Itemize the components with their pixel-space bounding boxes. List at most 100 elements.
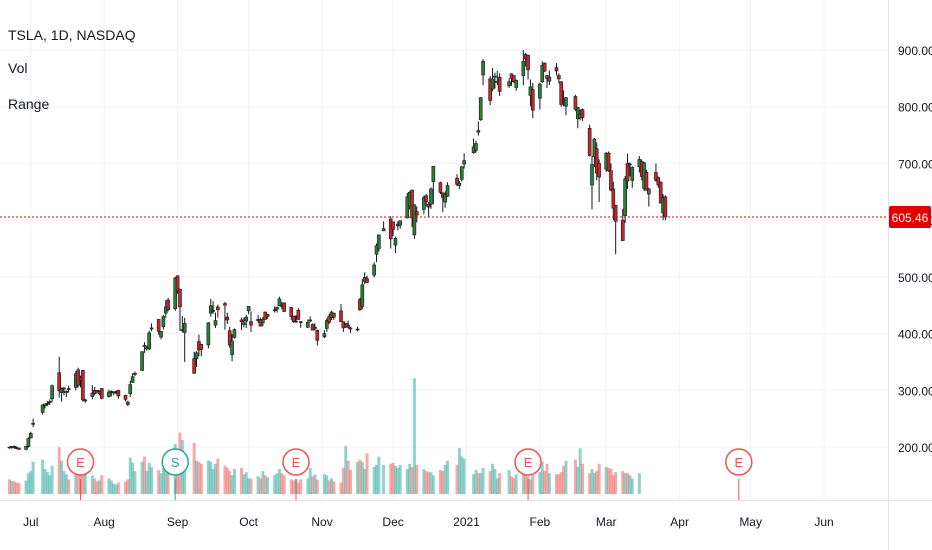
- volume-bar: [427, 472, 431, 494]
- candle: [478, 97, 483, 121]
- candle-body: [644, 172, 649, 191]
- price-tick-label: 900.00: [898, 44, 932, 58]
- candle-body: [606, 152, 611, 172]
- candle-body: [457, 182, 462, 186]
- event-marker-circle[interactable]: [66, 448, 95, 476]
- candle-body: [182, 323, 187, 333]
- event-marker[interactable]: E: [282, 448, 310, 500]
- volume-bar: [564, 460, 568, 494]
- candle: [547, 70, 552, 86]
- candle-body: [175, 275, 180, 292]
- volume-bar: [604, 466, 608, 494]
- volume-bar: [424, 471, 428, 494]
- volume-bar: [438, 470, 442, 494]
- candle-body: [192, 358, 196, 374]
- volume-bar: [10, 480, 14, 494]
- candle-body: [149, 327, 154, 330]
- candle: [244, 314, 249, 328]
- volume-bar: [315, 479, 319, 494]
- event-marker-circle[interactable]: [161, 448, 189, 476]
- volume-bar: [142, 456, 146, 494]
- candle-body: [554, 67, 559, 72]
- volume-bar: [206, 460, 210, 494]
- volume-bar: [258, 478, 262, 494]
- volume-bar: [460, 456, 464, 494]
- candle-body: [542, 62, 547, 72]
- candle-body: [481, 61, 485, 76]
- candle: [50, 384, 54, 403]
- event-marker[interactable]: E: [514, 448, 542, 500]
- volume-bar: [322, 474, 326, 494]
- time-axis[interactable]: Jul Aug Sep Oct Nov Dec 2021 Feb Mar Apr May Jun: [23, 515, 834, 529]
- volume-bar: [348, 470, 352, 494]
- candle-body: [223, 303, 227, 306]
- candle-body: [663, 196, 668, 218]
- volume-bar: [24, 480, 28, 494]
- time-tick-label: May: [739, 515, 762, 529]
- event-marker[interactable]: S: [161, 448, 189, 500]
- candle-body: [493, 75, 497, 78]
- candle-body: [291, 315, 296, 322]
- candle-body: [426, 203, 431, 208]
- candle: [377, 234, 381, 252]
- volume-bar: [512, 478, 516, 494]
- candle-body: [40, 404, 45, 413]
- volume-bar: [493, 469, 497, 494]
- candle: [623, 175, 627, 223]
- candle-body: [147, 332, 151, 350]
- candle: [391, 221, 395, 237]
- candle: [140, 351, 144, 372]
- volume-bar: [145, 471, 149, 494]
- candle: [538, 82, 542, 110]
- range-study-label[interactable]: Range: [8, 96, 50, 112]
- candle-body: [654, 172, 658, 181]
- volume-bar: [60, 460, 64, 494]
- candle: [308, 316, 313, 323]
- volume-bar: [275, 473, 279, 494]
- volume-bar: [377, 456, 381, 494]
- volume-bar: [128, 457, 132, 494]
- candle: [310, 323, 315, 331]
- candle-body: [242, 322, 246, 325]
- volume-bar: [29, 471, 33, 494]
- event-marker[interactable]: E: [66, 448, 95, 500]
- candle-body: [315, 329, 320, 341]
- candle: [173, 276, 178, 311]
- candle: [507, 78, 511, 88]
- event-marker-circle[interactable]: [514, 448, 542, 476]
- candle-body: [348, 327, 353, 330]
- volume-bar: [327, 480, 331, 494]
- candle-body: [412, 204, 417, 236]
- volume-study-label[interactable]: Vol: [8, 60, 28, 76]
- candle: [296, 308, 301, 320]
- candle-body: [538, 83, 542, 99]
- candle: [213, 312, 218, 328]
- time-tick-label: Mar: [596, 515, 617, 529]
- time-tick-label: Apr: [670, 515, 689, 529]
- volume-bar: [396, 467, 400, 494]
- candle: [443, 191, 447, 208]
- volume-bar: [581, 463, 585, 494]
- candle: [521, 50, 526, 86]
- candle-body: [381, 228, 386, 232]
- candle-body: [216, 306, 220, 311]
- candle-body: [625, 163, 630, 182]
- volume-bar: [611, 475, 615, 494]
- volume-bar: [57, 447, 61, 494]
- volume-bar: [164, 464, 168, 494]
- candle-body: [557, 75, 561, 80]
- event-marker-circle[interactable]: [725, 448, 753, 476]
- volume-bar: [356, 461, 360, 494]
- volume-bar: [299, 479, 303, 494]
- time-tick-label: Jun: [814, 515, 833, 529]
- event-marker[interactable]: E: [725, 448, 753, 500]
- candle-body: [410, 189, 414, 219]
- candle: [57, 356, 62, 398]
- candle: [232, 328, 237, 339]
- volume-bar: [112, 483, 116, 494]
- candle: [476, 121, 481, 136]
- event-marker-circle[interactable]: [282, 448, 310, 476]
- event-marker-letter: E: [76, 455, 85, 470]
